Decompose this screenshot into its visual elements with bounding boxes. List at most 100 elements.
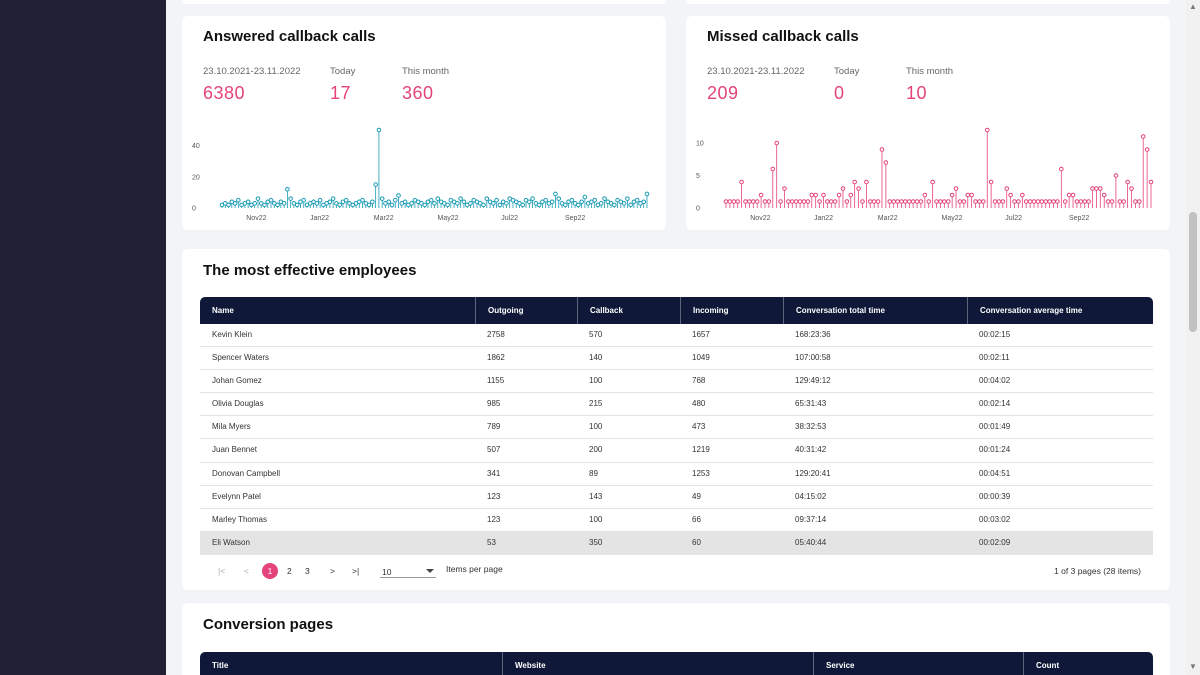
data-point[interactable]: [1094, 186, 1099, 191]
data-point[interactable]: [1035, 199, 1041, 204]
data-point[interactable]: [774, 140, 779, 146]
data-point[interactable]: [504, 201, 509, 206]
table-row[interactable]: Kevin Klein 2758 570 1657 168:23:36 00:02:15: [200, 324, 1153, 348]
data-point[interactable]: [1066, 192, 1072, 198]
data-point[interactable]: [864, 179, 869, 185]
data-point[interactable]: [758, 192, 764, 198]
data-point[interactable]: [930, 179, 935, 185]
data-point[interactable]: [883, 160, 889, 165]
data-point[interactable]: [386, 199, 392, 205]
data-point[interactable]: [543, 197, 548, 203]
data-point[interactable]: [553, 191, 558, 197]
page-button-1[interactable]: 1: [262, 563, 278, 579]
data-point[interactable]: [1113, 173, 1119, 178]
data-point[interactable]: [996, 199, 1002, 204]
data-point[interactable]: [1109, 199, 1115, 204]
data-point[interactable]: [1140, 134, 1146, 139]
data-point[interactable]: [1101, 192, 1107, 198]
data-point[interactable]: [957, 199, 963, 204]
data-point[interactable]: [953, 186, 959, 191]
data-point[interactable]: [1074, 199, 1080, 204]
column-header-count[interactable]: Count: [1023, 652, 1153, 675]
data-point[interactable]: [973, 199, 978, 204]
data-point[interactable]: [569, 197, 575, 203]
data-point[interactable]: [1004, 186, 1010, 191]
data-point[interactable]: [1125, 179, 1130, 185]
table-row[interactable]: Mila Myers 789 100 473 38:32:53 00:01:49: [200, 416, 1153, 440]
data-point[interactable]: [743, 199, 748, 204]
data-point[interactable]: [910, 199, 916, 204]
data-point[interactable]: [281, 201, 287, 206]
data-point[interactable]: [739, 179, 744, 185]
table-row[interactable]: Spencer Waters 1862 140 1049 107:00:58 00:02:…: [200, 347, 1153, 371]
data-point[interactable]: [735, 199, 740, 204]
next-page-button[interactable]: >: [330, 566, 335, 576]
data-point[interactable]: [285, 186, 290, 192]
scrollbar-thumb[interactable]: [1189, 212, 1197, 332]
scroll-up-icon[interactable]: ▲: [1189, 2, 1197, 11]
table-row[interactable]: Evelynn Patel 123 143 49 04:15:02 00:00:39: [200, 486, 1153, 509]
data-point[interactable]: [252, 201, 257, 206]
data-point[interactable]: [1105, 199, 1111, 204]
data-point[interactable]: [455, 201, 460, 206]
data-point[interactable]: [852, 179, 857, 185]
data-point[interactable]: [255, 196, 261, 201]
data-point[interactable]: [1082, 199, 1088, 204]
data-point[interactable]: [1027, 199, 1033, 204]
data-point[interactable]: [727, 199, 733, 204]
data-point[interactable]: [731, 199, 737, 204]
data-point[interactable]: [1031, 199, 1037, 204]
data-point[interactable]: [723, 199, 729, 204]
data-point[interactable]: [409, 201, 414, 206]
data-point[interactable]: [461, 199, 467, 205]
data-point[interactable]: [895, 199, 900, 204]
data-point[interactable]: [817, 199, 822, 204]
data-point[interactable]: [766, 199, 772, 204]
data-point[interactable]: [778, 199, 783, 204]
data-point[interactable]: [327, 199, 333, 205]
data-point[interactable]: [634, 197, 640, 203]
data-point[interactable]: [1121, 199, 1127, 204]
data-point[interactable]: [458, 196, 463, 201]
data-point[interactable]: [376, 127, 382, 133]
data-point[interactable]: [579, 199, 584, 205]
data-point[interactable]: [945, 199, 951, 204]
data-point[interactable]: [1137, 199, 1142, 204]
data-point[interactable]: [926, 199, 932, 204]
data-point[interactable]: [644, 191, 650, 197]
data-point[interactable]: [494, 197, 499, 203]
data-point[interactable]: [1047, 199, 1052, 204]
data-point[interactable]: [428, 197, 434, 203]
data-point[interactable]: [747, 199, 752, 204]
scroll-down-icon[interactable]: ▼: [1189, 662, 1197, 671]
data-point[interactable]: [370, 199, 375, 205]
column-header-title[interactable]: Title: [212, 661, 229, 670]
data-point[interactable]: [762, 199, 768, 204]
data-point[interactable]: [445, 202, 450, 208]
data-point[interactable]: [1070, 192, 1076, 198]
data-point[interactable]: [432, 201, 437, 206]
data-point[interactable]: [236, 197, 241, 203]
data-point[interactable]: [422, 202, 427, 208]
data-point[interactable]: [844, 199, 850, 204]
data-point[interactable]: [330, 196, 336, 201]
data-point[interactable]: [562, 202, 568, 208]
data-point[interactable]: [245, 199, 251, 205]
data-point[interactable]: [1020, 192, 1025, 198]
data-point[interactable]: [825, 199, 830, 204]
data-point[interactable]: [848, 192, 854, 198]
data-point[interactable]: [969, 192, 974, 198]
table-row[interactable]: Marley Thomas 123 100 66 09:37:14 00:03:02: [200, 509, 1153, 532]
data-point[interactable]: [389, 202, 395, 208]
data-point[interactable]: [360, 197, 365, 203]
items-per-page-select[interactable]: 10: [380, 562, 436, 578]
data-point[interactable]: [268, 197, 274, 203]
column-header-website[interactable]: Website: [502, 652, 813, 675]
data-point[interactable]: [1008, 192, 1013, 198]
data-point[interactable]: [977, 199, 982, 204]
data-point[interactable]: [317, 197, 323, 203]
data-point[interactable]: [1133, 199, 1138, 204]
data-point[interactable]: [899, 199, 904, 204]
first-page-button[interactable]: |<: [218, 566, 226, 576]
data-point[interactable]: [491, 201, 496, 206]
